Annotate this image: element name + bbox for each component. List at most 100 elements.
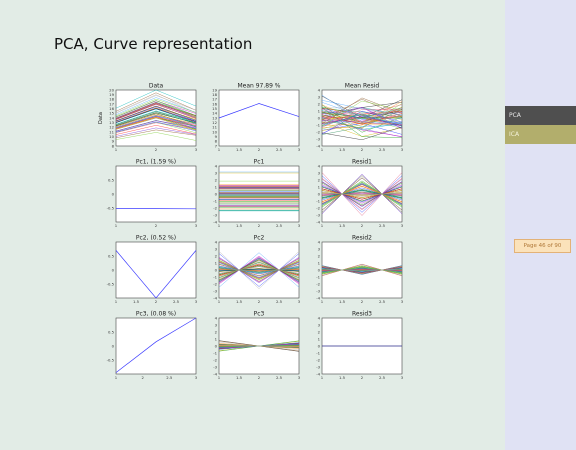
chart-title: Pc2, (0.52 %) — [136, 235, 176, 242]
chart-title: Data — [149, 83, 164, 90]
series-line — [321, 185, 403, 203]
y-tick-label: 0 — [318, 115, 321, 120]
series-line — [115, 100, 197, 118]
series-line — [115, 106, 197, 122]
y-tick-label: -3 — [316, 212, 320, 217]
y-tick-label: 0.5 — [108, 253, 115, 258]
y-tick-label: 0 — [318, 191, 321, 196]
nav-item-pca[interactable]: PCA — [505, 106, 576, 125]
series-line — [115, 89, 197, 109]
series-line — [218, 267, 300, 273]
slide-title: PCA, Curve representation — [54, 35, 253, 53]
series-line — [321, 107, 403, 125]
series-line — [321, 267, 403, 273]
x-tick-label: 1 — [115, 375, 118, 380]
x-tick-label: 1 — [218, 299, 221, 304]
y-tick-label: 12 — [212, 120, 217, 125]
x-tick-label: 2 — [258, 299, 261, 304]
series-line — [218, 253, 300, 287]
series-line — [115, 120, 197, 132]
series-line — [321, 95, 403, 124]
series-line — [115, 95, 197, 114]
series-line — [321, 100, 403, 126]
x-tick-label: 1 — [115, 299, 118, 304]
chart-title: Mean Resid — [345, 83, 380, 90]
y-tick-label: -4 — [316, 143, 320, 148]
x-tick-label: 2 — [258, 375, 261, 380]
series-line — [115, 108, 197, 124]
x-tick-label: 3 — [401, 375, 404, 380]
series-line — [321, 188, 403, 200]
chart-title: Pc2 — [254, 235, 265, 242]
y-tick-label: 12 — [109, 125, 114, 130]
series-line — [321, 103, 403, 129]
series-line — [321, 265, 403, 275]
x-tick-label: 1 — [321, 223, 324, 228]
x-tick-label: 2 — [155, 299, 158, 304]
series-line — [321, 191, 403, 197]
series-line — [115, 103, 197, 120]
y-tick-label: 10 — [212, 129, 217, 134]
y-tick-label: 3 — [318, 94, 321, 99]
x-tick-label: 3 — [401, 147, 404, 152]
x-tick-label: 3 — [298, 299, 301, 304]
chart-6: Pc2, (0.52 %) -0.5 0 0.5 1 1.5 2 2.5 3 — [107, 235, 198, 305]
x-tick-label: 1 — [115, 147, 118, 152]
nav-item-ica[interactable]: ICA — [505, 125, 576, 144]
y-tick-label: 1 — [215, 184, 218, 189]
y-tick-label: 16 — [109, 106, 114, 111]
series-line — [321, 175, 403, 213]
y-tick-label: 1 — [318, 108, 321, 113]
y-tick-label: 0.5 — [108, 329, 115, 334]
series-line — [321, 192, 403, 196]
series-line — [321, 107, 403, 139]
plot-area — [115, 317, 197, 375]
y-tick-label: 1 — [215, 260, 218, 265]
y-tick-label: 2 — [318, 253, 321, 258]
series-line — [115, 250, 197, 299]
series-line — [115, 111, 197, 125]
y-tick-label: 4 — [318, 315, 321, 320]
y-tick-label: 0 — [318, 267, 321, 272]
y-tick-label: 11 — [109, 129, 114, 134]
y-tick-label: 3 — [318, 322, 321, 327]
series-line — [321, 123, 403, 127]
series-line — [321, 100, 403, 116]
y-tick-label: 19 — [109, 92, 114, 97]
series-line — [321, 108, 403, 117]
x-tick-label: 2.5 — [166, 375, 173, 380]
y-axis-label: Data — [98, 112, 104, 124]
y-tick-label: 3 — [318, 170, 321, 175]
x-tick-label: 1.5 — [339, 299, 346, 304]
x-tick-label: 1.5 — [236, 375, 243, 380]
y-tick-label: -4 — [316, 371, 320, 376]
series-line — [321, 182, 403, 206]
x-tick-label: 3 — [298, 375, 301, 380]
x-tick-label: 3 — [298, 223, 301, 228]
y-tick-label: 13 — [212, 115, 217, 120]
page-counter[interactable]: Page 46 of 90 — [514, 239, 571, 253]
y-tick-label: 20 — [109, 87, 114, 92]
x-tick-label: 2.5 — [379, 375, 386, 380]
series-line — [321, 113, 403, 127]
series-line — [321, 98, 403, 121]
chart-9: Pc3, (0.08 %) -0.5 0 0.5 1 2 2.5 3 — [107, 311, 198, 381]
y-tick-label: 13 — [109, 120, 114, 125]
y-tick-label: -2 — [316, 281, 320, 286]
chart-title: Resid2 — [352, 235, 372, 242]
chart-5: Resid1 -4 -3 -2 -1 0 1 2 3 4 1 1.5 2 2.5 3 — [316, 159, 404, 229]
series-line — [218, 259, 300, 281]
series-line — [321, 111, 403, 124]
y-tick-label: 3 — [215, 246, 218, 251]
y-tick-label: 0 — [112, 267, 115, 272]
series-line — [115, 117, 197, 131]
series-line — [115, 94, 197, 114]
y-tick-label: 3 — [215, 170, 218, 175]
x-tick-label: 1 — [218, 147, 221, 152]
series-line — [321, 177, 403, 211]
series-line — [115, 115, 197, 128]
x-tick-label: 1 — [218, 223, 221, 228]
series-line — [218, 344, 300, 348]
chart-title: Mean 97.89 % — [237, 83, 280, 90]
